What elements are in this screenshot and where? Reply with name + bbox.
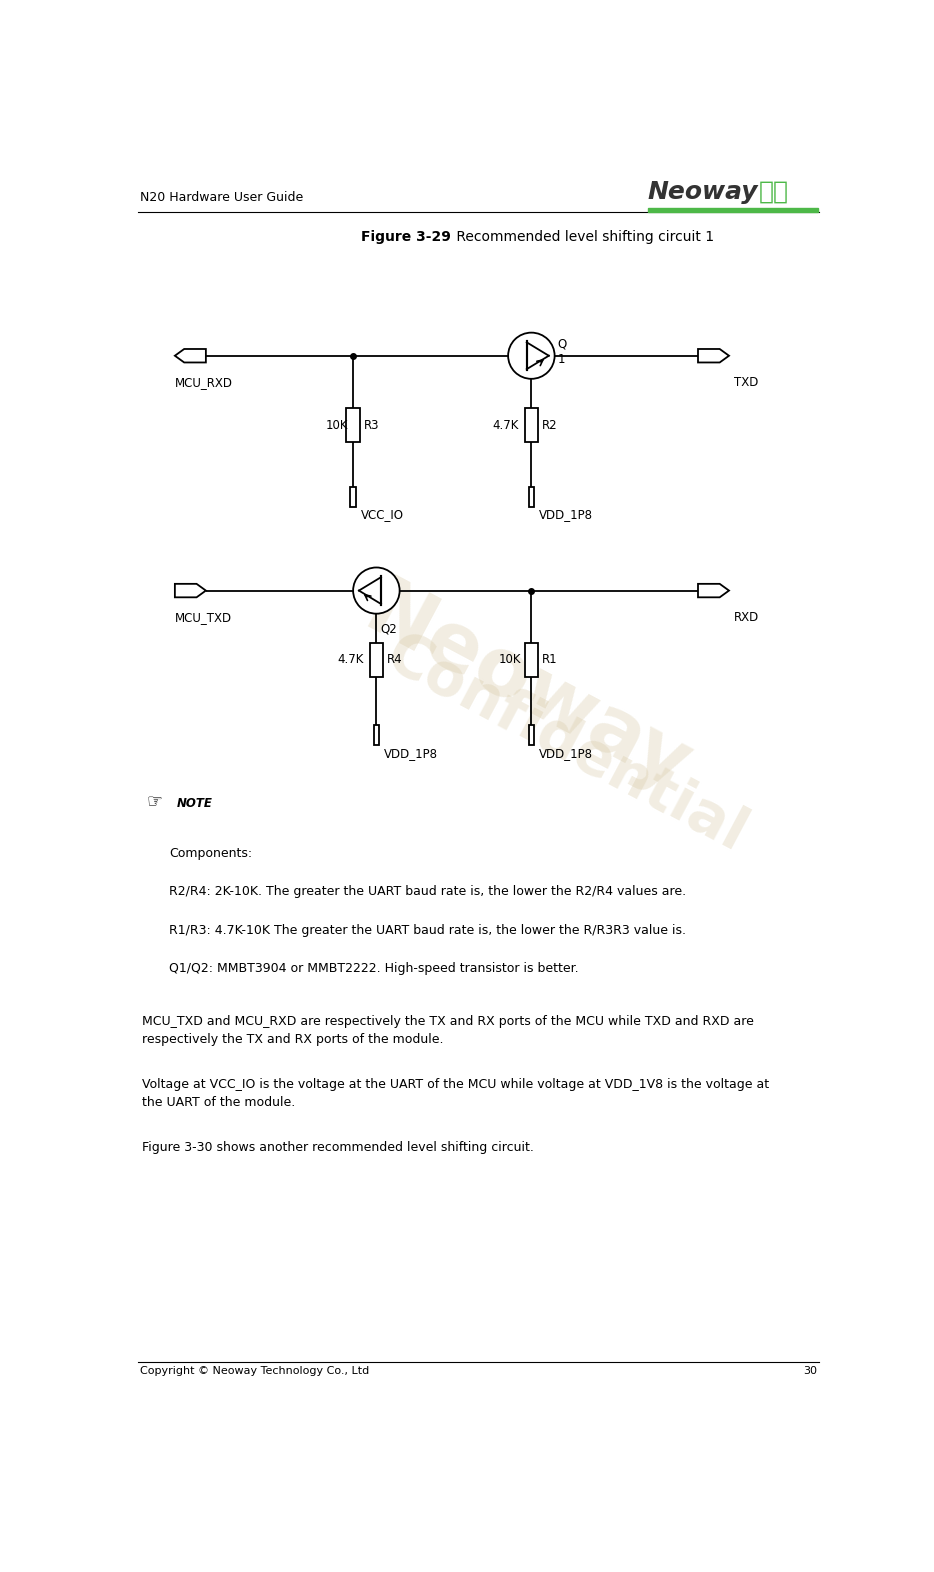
Bar [647, 208, 818, 212]
Circle shape [508, 333, 555, 379]
Text: N20 Hardware User Guide: N20 Hardware User Guide [140, 192, 304, 204]
Bar [529, 487, 534, 506]
Text: R2: R2 [542, 418, 558, 432]
Text: R1: R1 [542, 654, 558, 667]
Text: 30: 30 [803, 1366, 817, 1376]
Circle shape [353, 567, 400, 613]
Text: TXD: TXD [733, 376, 758, 388]
Text: VDD_1P8: VDD_1P8 [539, 747, 593, 759]
Bar [374, 725, 379, 745]
Text: Voltage at VCC_IO is the voltage at the UART of the MCU while voltage at VDD_1V8: Voltage at VCC_IO is the voltage at the … [142, 1078, 769, 1110]
Text: Confidential: Confidential [376, 626, 757, 863]
Text: R1/R3: 4.7K-10K The greater the UART baud rate is, the lower the R/R3R3 value is: R1/R3: 4.7K-10K The greater the UART bau… [169, 924, 686, 937]
Text: MCU_RXD: MCU_RXD [175, 376, 233, 388]
Text: 4.7K: 4.7K [337, 654, 364, 667]
Text: Figure 3-30 shows another recommended level shifting circuit.: Figure 3-30 shows another recommended le… [142, 1141, 533, 1154]
Bar [525, 409, 538, 442]
Text: R4: R4 [387, 654, 403, 667]
Text: Neoway: Neoway [352, 572, 703, 808]
Text: MCU_TXD and MCU_RXD are respectively the TX and RX ports of the MCU while TXD an: MCU_TXD and MCU_RXD are respectively the… [142, 1016, 754, 1047]
Text: Components:: Components: [169, 847, 252, 860]
Text: Copyright © Neoway Technology Co., Ltd: Copyright © Neoway Technology Co., Ltd [140, 1366, 369, 1376]
Text: VDD_1P8: VDD_1P8 [384, 747, 438, 759]
Text: Q2: Q2 [380, 623, 397, 637]
Polygon shape [698, 583, 729, 597]
Text: MCU_TXD: MCU_TXD [175, 610, 232, 624]
Bar [370, 643, 383, 678]
Text: 有方: 有方 [758, 181, 788, 204]
Text: ☞: ☞ [147, 792, 163, 810]
Text: Figure 3-29: Figure 3-29 [361, 230, 451, 244]
Text: R2/R4: 2K-10K. The greater the UART baud rate is, the lower the R2/R4 values are: R2/R4: 2K-10K. The greater the UART baud… [169, 885, 686, 899]
Text: RXD: RXD [733, 610, 759, 624]
Text: 10K: 10K [499, 654, 521, 667]
Polygon shape [175, 349, 205, 363]
Text: NOTE: NOTE [177, 797, 213, 810]
Text: VDD_1P8: VDD_1P8 [539, 508, 593, 522]
Text: Recommended level shifting circuit 1: Recommended level shifting circuit 1 [451, 230, 714, 244]
Text: Q1/Q2: MMBT3904 or MMBT2222. High-speed transistor is better.: Q1/Q2: MMBT3904 or MMBT2222. High-speed … [169, 962, 579, 976]
Polygon shape [698, 349, 729, 363]
Text: Neoway: Neoway [647, 181, 758, 204]
Bar [350, 487, 356, 506]
Text: VCC_IO: VCC_IO [361, 508, 403, 522]
Bar [525, 643, 538, 678]
Text: R3: R3 [363, 418, 379, 432]
Bar [529, 725, 534, 745]
Text: 10K: 10K [325, 418, 347, 432]
Polygon shape [175, 583, 205, 597]
Bar [347, 409, 360, 442]
Text: Q
1: Q 1 [558, 338, 567, 366]
Text: 4.7K: 4.7K [492, 418, 519, 432]
